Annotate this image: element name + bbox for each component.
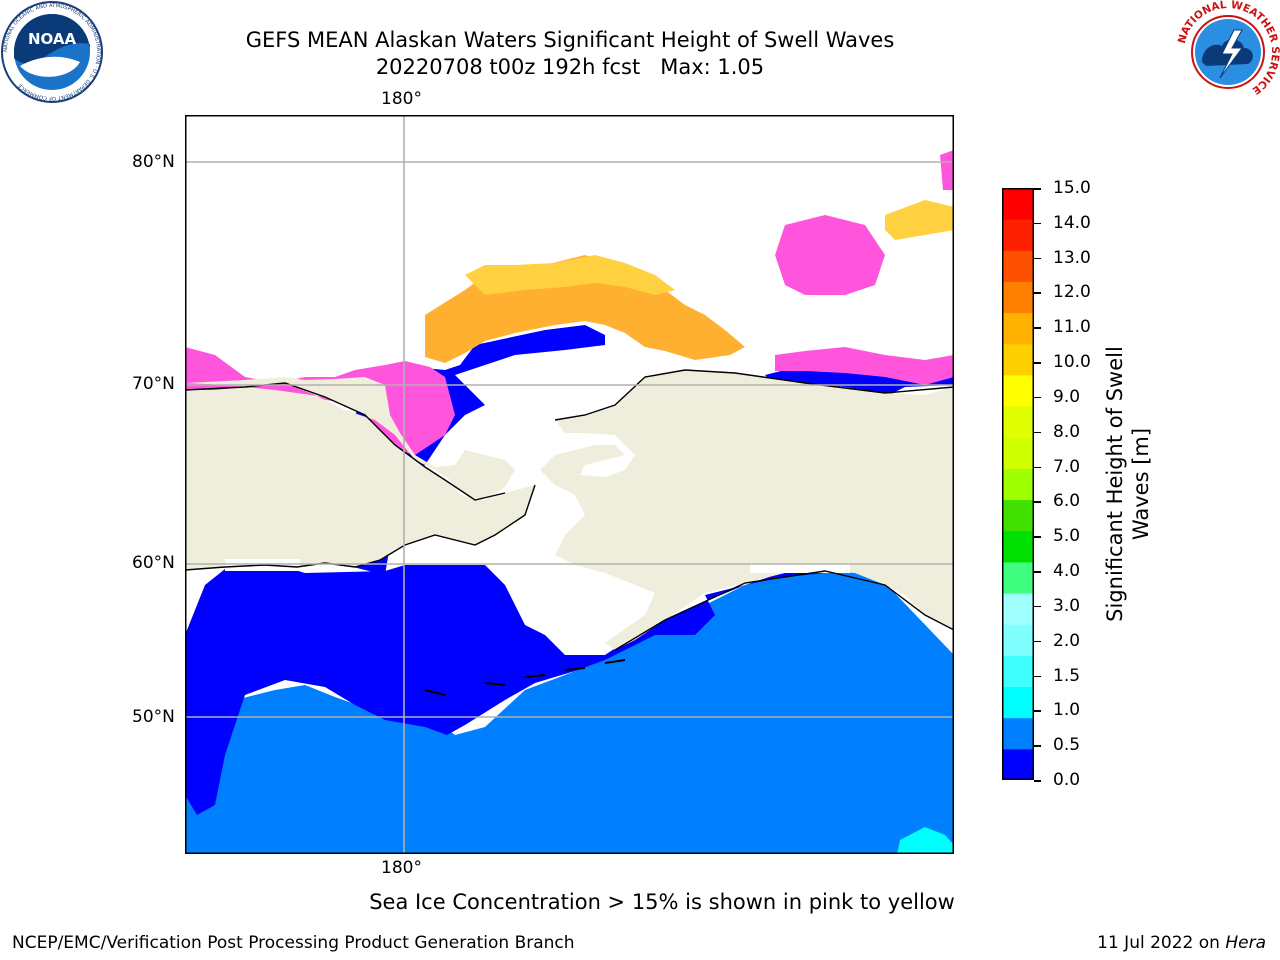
lon-label-top: 180°	[381, 89, 422, 109]
colorbar-tick-label: 0.0	[1053, 770, 1081, 790]
colorbar-segment	[1002, 686, 1034, 719]
colorbar-tick-mark	[1034, 710, 1041, 712]
colorbar-segment	[1002, 468, 1034, 501]
colorbar-tick-mark	[1034, 257, 1041, 260]
colorbar-tick-label: 5.0	[1053, 526, 1081, 547]
colorbar-tick-mark	[1034, 536, 1041, 538]
lat-label-50: 50°N	[132, 707, 175, 727]
colorbar-tick-mark	[1034, 431, 1041, 434]
lon-label-bottom: 180°	[381, 858, 422, 878]
sea-ice-yellow	[465, 255, 675, 295]
map-frame	[185, 115, 954, 854]
colorbar-tick-mark	[1034, 466, 1041, 469]
colorbar-segment	[1002, 374, 1034, 407]
lat-label-80: 80°N	[132, 152, 175, 172]
colorbar-tick-mark	[1034, 292, 1041, 294]
colorbar-tick-label: 10.0	[1053, 352, 1091, 373]
colorbar-tick-mark	[1034, 745, 1041, 747]
colorbar-tick-mark	[1034, 605, 1041, 608]
footer-host: Hera	[1225, 933, 1266, 953]
colorbar-segment	[1002, 499, 1034, 532]
sea-ice-far-ne	[940, 150, 954, 190]
colorbar-frame	[1002, 188, 1034, 780]
colorbar-tick-label: 0.5	[1053, 735, 1081, 756]
colorbar-tick-label: 7.0	[1053, 456, 1081, 477]
chart-title: GEFS MEAN Alaskan Waters Significant Hei…	[245, 28, 895, 52]
colorbar-tick-label: 13.0	[1053, 247, 1091, 268]
footer-date: 11 Jul 2022 on Hera	[1097, 933, 1266, 953]
colorbar-tick-label: 14.0	[1053, 212, 1091, 233]
coastline	[185, 369, 954, 651]
colorbar-segment	[1002, 250, 1034, 282]
map-panel	[185, 115, 954, 854]
sea-ice-note: Sea Ice Concentration > 15% is shown in …	[369, 890, 955, 914]
colorbar-tick-label: 1.0	[1053, 700, 1081, 721]
chart-subtitle: 20220708 t00z 192h fcst Max: 1.05	[375, 55, 765, 79]
colorbar-tick-label: 1.5	[1053, 665, 1081, 686]
colorbar-tick-label: 2.0	[1053, 630, 1081, 651]
nws-logo: NATIONAL WEATHER SERVICE	[1176, 0, 1280, 102]
footer-date-text: 11 Jul 2022 on	[1097, 933, 1226, 953]
colorbar-tick-mark	[1034, 362, 1041, 364]
colorbar-tick-label: 4.0	[1053, 561, 1081, 582]
colorbar-segment	[1002, 406, 1034, 438]
ocean-swell-1m	[897, 827, 954, 854]
colorbar-tick-label: 6.0	[1053, 491, 1081, 512]
colorbar-tick-mark	[1034, 222, 1041, 225]
colorbar-tick-label: 9.0	[1053, 386, 1081, 407]
colorbar-segment	[1002, 530, 1034, 563]
colorbar-tick-mark	[1034, 396, 1041, 399]
sea-ice-ne-edge	[885, 200, 954, 240]
colorbar-segment	[1002, 312, 1034, 345]
noaa-logo-text: NOAA	[28, 30, 77, 48]
colorbar-tick-mark	[1034, 675, 1041, 678]
colorbar-tick-mark	[1034, 571, 1041, 573]
colorbar-label-line2: Waves [m]	[1129, 427, 1153, 541]
colorbar-segment	[1002, 624, 1034, 656]
land-chukotka-tip	[185, 517, 245, 560]
colorbar	[1002, 188, 1034, 780]
aleutian-islands	[424, 659, 626, 696]
land-siberia	[185, 377, 535, 570]
colorbar-tick-label: 15.0	[1053, 178, 1091, 198]
no-data-band	[750, 563, 850, 573]
colorbar-tick-mark	[1034, 501, 1041, 503]
lat-label-70: 70°N	[132, 374, 175, 394]
lat-label-60: 60°N	[132, 553, 175, 573]
colorbar-tick-label: 8.0	[1053, 421, 1081, 442]
colorbar-tick-label: 12.0	[1053, 282, 1091, 303]
colorbar-label: Significant Height of Swell Waves [m]	[1102, 304, 1154, 664]
colorbar-tick-mark	[1034, 640, 1041, 643]
colorbar-label-line1: Significant Height of Swell	[1103, 346, 1127, 622]
colorbar-tick-label: 3.0	[1053, 595, 1081, 616]
colorbar-segment	[1002, 593, 1034, 625]
colorbar-segment	[1002, 655, 1034, 688]
sea-ice-east-coast	[775, 347, 954, 385]
footer-credit: NCEP/EMC/Verification Post Processing Pr…	[12, 933, 575, 953]
colorbar-tick-label: 11.0	[1053, 317, 1091, 338]
ocean-swell-low	[185, 565, 849, 815]
colorbar-tick-mark	[1034, 327, 1041, 329]
colorbar-segment	[1002, 343, 1034, 376]
colorbar-segment	[1002, 561, 1034, 594]
ocean-swell-mid	[185, 571, 954, 854]
sea-ice-arctic-ne	[775, 215, 885, 295]
noaa-logo: NOAA NATIONAL OCEANIC AND ATMOSPHERIC AD…	[1, 1, 103, 103]
colorbar-segment	[1002, 281, 1034, 314]
colorbar-tick-mark	[1034, 780, 1041, 782]
colorbar-segment	[1002, 437, 1034, 469]
land-alaska	[540, 370, 954, 650]
colorbar-segment	[1002, 748, 1034, 780]
colorbar-segment	[1002, 717, 1034, 750]
colorbar-tick-mark	[1034, 188, 1041, 190]
colorbar-segment	[1002, 219, 1034, 251]
colorbar-segment	[1002, 188, 1034, 220]
